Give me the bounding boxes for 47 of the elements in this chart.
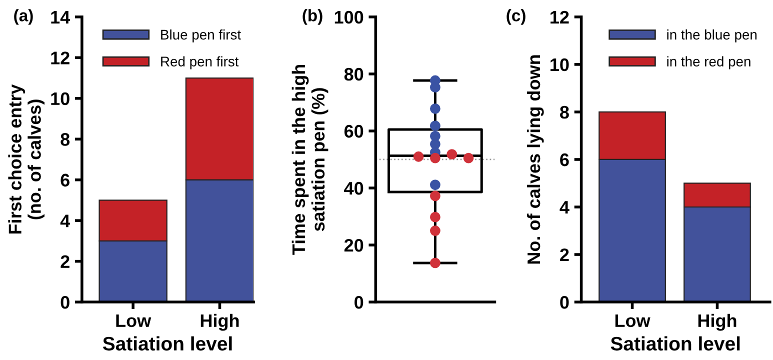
y-tick-label: 2 xyxy=(60,255,70,268)
y-axis-title: Time spent in the high satiation pen (%) xyxy=(292,64,328,255)
point xyxy=(430,212,440,222)
x-axis-title: Satiation level xyxy=(610,336,740,351)
point xyxy=(430,180,440,190)
legend-label: in the blue pen xyxy=(667,29,757,42)
y-tick-label: 10 xyxy=(550,58,569,72)
point xyxy=(430,152,440,164)
y-tick-label: 14 xyxy=(51,11,70,24)
x-axis-title: Satiation level xyxy=(102,336,232,351)
y-tick-label: 12 xyxy=(51,52,70,64)
y-tick-label: 0 xyxy=(560,296,569,309)
y-tick-label: 10 xyxy=(51,92,70,106)
legend-label: Blue pen first xyxy=(161,29,241,42)
x-tick-label: High xyxy=(698,314,736,331)
y-tick-label: 100 xyxy=(334,10,364,24)
x-tick-label: Low xyxy=(116,314,152,328)
y-tick-label: 0 xyxy=(60,296,70,309)
chart-title: (c) xyxy=(506,9,526,25)
point xyxy=(430,226,440,236)
y-tick-label: 0 xyxy=(354,296,364,309)
legend-label: Red pen first xyxy=(161,56,239,70)
y-tick-label: 8 xyxy=(60,133,70,146)
point xyxy=(430,190,440,202)
y-tick-label: 40 xyxy=(344,182,364,195)
y-tick-label: 8 xyxy=(560,106,569,119)
y-tick-label: 80 xyxy=(344,68,364,81)
y-axis-title: No. of calves lying down xyxy=(526,55,544,264)
chart-title: (a) xyxy=(14,9,33,25)
x-tick-label: High xyxy=(200,314,239,331)
y-tick-label: 4 xyxy=(560,201,570,214)
y-tick-label: 2 xyxy=(560,248,569,262)
point xyxy=(430,138,440,150)
y-tick-label: 6 xyxy=(560,153,569,166)
point xyxy=(430,120,440,132)
legend-label: in the red pen xyxy=(667,56,750,70)
y-axis-title: First choice entry (no. of calves) xyxy=(8,84,44,234)
y-tick-label: 12 xyxy=(550,10,569,24)
x-tick-label: Low xyxy=(615,314,650,328)
chart-title: (b) xyxy=(302,9,322,25)
point xyxy=(430,104,440,114)
point xyxy=(430,82,440,93)
y-tick-label: 6 xyxy=(60,174,70,187)
point xyxy=(430,258,440,268)
y-tick-label: 4 xyxy=(60,214,70,228)
y-tick-label: 20 xyxy=(344,238,364,252)
y-tick-label: 60 xyxy=(344,124,364,138)
